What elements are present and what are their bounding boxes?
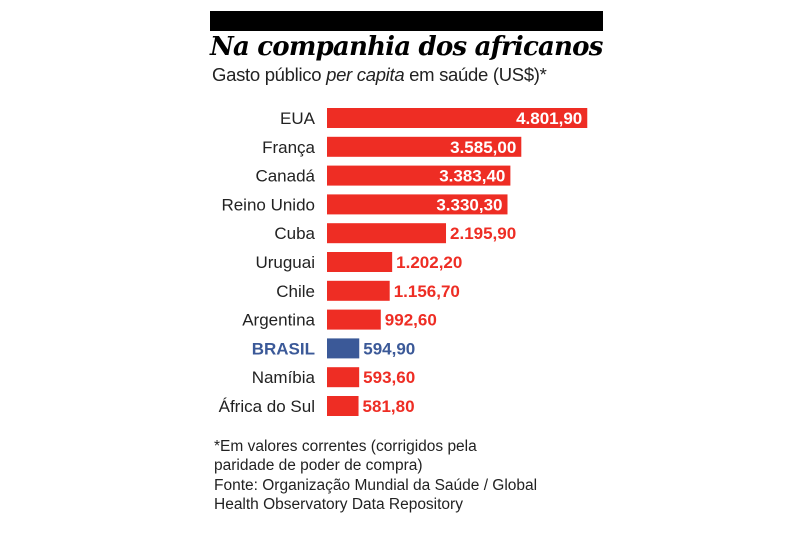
category-label-eua: EUA xyxy=(280,109,316,128)
value-label-africa-do-sul: 581,80 xyxy=(363,397,415,416)
value-label-chile: 1.156,70 xyxy=(394,282,460,301)
bar-eua xyxy=(327,108,588,128)
bar-chile xyxy=(327,280,390,301)
bar-brasil xyxy=(327,338,360,359)
value-label-brasil: 594,90 xyxy=(363,339,415,358)
category-label-uruguai: Uruguai xyxy=(255,253,315,272)
bar-namibia xyxy=(327,367,360,388)
value-label-argentina: 992,60 xyxy=(385,311,437,330)
value-label-reino-unido: 3.330,30 xyxy=(436,195,502,214)
value-label-cuba: 2.195,90 xyxy=(450,224,516,243)
category-label-canada: Canadá xyxy=(255,167,315,186)
bar-canada xyxy=(327,165,511,186)
chart-title: Na companhia dos africanos xyxy=(210,32,603,62)
footnote-line-2: paridade de poder de compra) xyxy=(214,457,423,474)
category-label-reino-unido: Reino Unido xyxy=(221,195,315,214)
bar-chart: EUA 4.801,90 França 3.585,00 Canadá 3.383,40 R… xyxy=(219,108,588,416)
subtitle-text-italic: per capita xyxy=(326,64,405,85)
bar-cuba xyxy=(327,223,447,244)
bar-franca xyxy=(327,136,522,157)
value-label-uruguai: 1.202,20 xyxy=(396,253,462,272)
chart-subtitle: Gasto público per capita em saúde (US$)* xyxy=(212,64,547,86)
header-bar xyxy=(210,11,603,31)
subtitle-text-pre: Gasto público xyxy=(212,64,327,85)
bar-argentina xyxy=(327,309,381,330)
category-label-cuba: Cuba xyxy=(274,224,315,243)
value-label-canada: 3.383,40 xyxy=(439,167,505,186)
category-label-argentina: Argentina xyxy=(242,311,315,330)
bar-reino-unido xyxy=(327,194,508,215)
bar-uruguai xyxy=(327,252,393,272)
value-label-eua: 4.801,90 xyxy=(516,109,582,128)
source-line-2: Health Observatory Data Repository xyxy=(214,496,463,513)
category-label-franca: França xyxy=(262,138,315,157)
subtitle-text-post: em saúde (US$)* xyxy=(404,64,547,85)
source-line-1: Fonte: Organização Mundial da Saúde / Gl… xyxy=(214,477,538,494)
category-label-chile: Chile xyxy=(276,282,315,301)
bar-africa-do-sul xyxy=(327,396,359,416)
category-label-africa-do-sul: África do Sul xyxy=(219,397,315,416)
value-label-franca: 3.585,00 xyxy=(450,138,516,157)
footnote-line-1: *Em valores correntes (corrigidos pela xyxy=(214,438,477,455)
value-label-namibia: 593,60 xyxy=(363,368,415,387)
category-label-brasil: BRASIL xyxy=(252,339,315,358)
category-label-namibia: Namíbia xyxy=(252,368,316,387)
